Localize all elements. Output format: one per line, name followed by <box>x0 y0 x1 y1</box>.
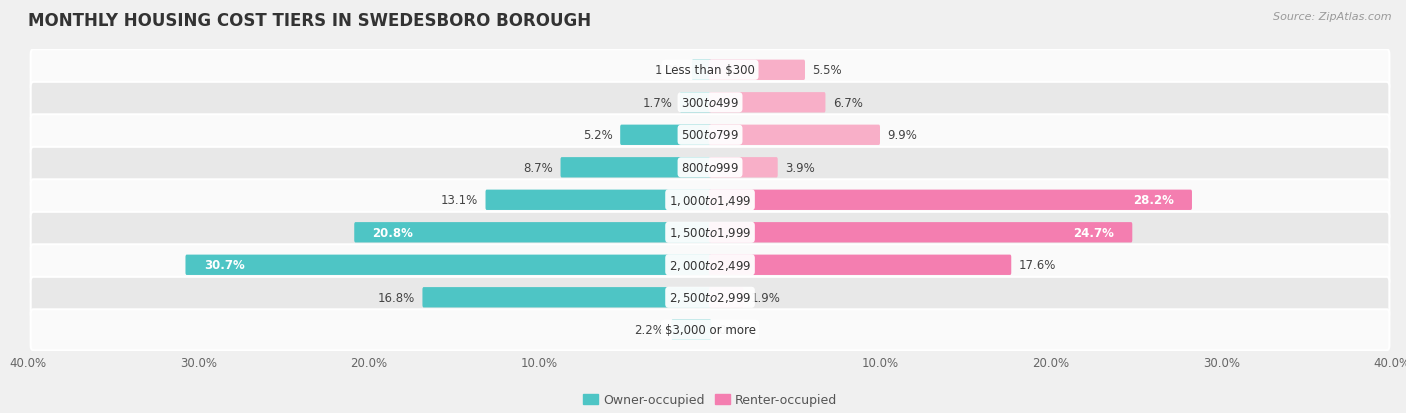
Text: 13.1%: 13.1% <box>441 194 478 207</box>
Text: 2.2%: 2.2% <box>634 323 664 337</box>
FancyBboxPatch shape <box>709 287 744 308</box>
FancyBboxPatch shape <box>31 277 1389 318</box>
Text: 8.7%: 8.7% <box>523 161 553 174</box>
Text: $500 to $799: $500 to $799 <box>681 129 740 142</box>
FancyBboxPatch shape <box>31 50 1389 91</box>
Text: MONTHLY HOUSING COST TIERS IN SWEDESBORO BOROUGH: MONTHLY HOUSING COST TIERS IN SWEDESBORO… <box>28 12 592 30</box>
Text: 1.7%: 1.7% <box>643 97 672 109</box>
Text: 1.9%: 1.9% <box>751 291 780 304</box>
Text: 20.8%: 20.8% <box>373 226 413 239</box>
FancyBboxPatch shape <box>671 320 711 340</box>
Text: 1.0%: 1.0% <box>655 64 685 77</box>
Text: 3.9%: 3.9% <box>785 161 815 174</box>
Text: 28.2%: 28.2% <box>1133 194 1174 207</box>
FancyBboxPatch shape <box>709 255 1011 275</box>
FancyBboxPatch shape <box>31 180 1389 221</box>
Text: 5.2%: 5.2% <box>583 129 613 142</box>
FancyBboxPatch shape <box>354 223 711 243</box>
Text: $1,000 to $1,499: $1,000 to $1,499 <box>669 193 751 207</box>
FancyBboxPatch shape <box>709 125 880 146</box>
FancyBboxPatch shape <box>186 255 711 275</box>
FancyBboxPatch shape <box>561 158 711 178</box>
Text: $1,500 to $1,999: $1,500 to $1,999 <box>669 226 751 240</box>
FancyBboxPatch shape <box>620 125 711 146</box>
Text: $300 to $499: $300 to $499 <box>681 97 740 109</box>
Text: Source: ZipAtlas.com: Source: ZipAtlas.com <box>1274 12 1392 22</box>
FancyBboxPatch shape <box>681 93 711 113</box>
Text: Less than $300: Less than $300 <box>665 64 755 77</box>
FancyBboxPatch shape <box>709 223 1132 243</box>
FancyBboxPatch shape <box>31 245 1389 285</box>
FancyBboxPatch shape <box>31 115 1389 156</box>
Text: 16.8%: 16.8% <box>378 291 415 304</box>
Text: 17.6%: 17.6% <box>1018 259 1056 272</box>
FancyBboxPatch shape <box>709 93 825 113</box>
Text: 24.7%: 24.7% <box>1073 226 1114 239</box>
FancyBboxPatch shape <box>31 310 1389 350</box>
Text: 6.7%: 6.7% <box>832 97 863 109</box>
FancyBboxPatch shape <box>422 287 711 308</box>
FancyBboxPatch shape <box>485 190 711 211</box>
Text: 0.0%: 0.0% <box>718 323 748 337</box>
Text: 5.5%: 5.5% <box>813 64 842 77</box>
Text: $2,500 to $2,999: $2,500 to $2,999 <box>669 291 751 304</box>
Text: $2,000 to $2,499: $2,000 to $2,499 <box>669 258 751 272</box>
FancyBboxPatch shape <box>709 190 1192 211</box>
FancyBboxPatch shape <box>31 147 1389 188</box>
Text: $3,000 or more: $3,000 or more <box>665 323 755 337</box>
Text: $800 to $999: $800 to $999 <box>681 161 740 174</box>
FancyBboxPatch shape <box>31 212 1389 253</box>
Text: 9.9%: 9.9% <box>887 129 917 142</box>
FancyBboxPatch shape <box>31 83 1389 123</box>
FancyBboxPatch shape <box>709 60 806 81</box>
Legend: Owner-occupied, Renter-occupied: Owner-occupied, Renter-occupied <box>578 388 842 411</box>
Text: 30.7%: 30.7% <box>204 259 245 272</box>
FancyBboxPatch shape <box>709 158 778 178</box>
FancyBboxPatch shape <box>692 60 711 81</box>
